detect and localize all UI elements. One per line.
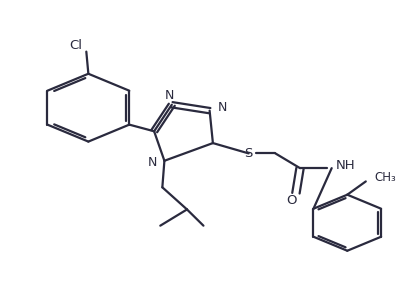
Text: N: N — [148, 156, 157, 169]
Text: N: N — [165, 89, 174, 102]
Text: NH: NH — [336, 159, 356, 172]
Text: N: N — [217, 101, 226, 114]
Text: O: O — [286, 194, 297, 207]
Text: CH₃: CH₃ — [374, 171, 396, 184]
Text: Cl: Cl — [69, 39, 83, 52]
Text: S: S — [245, 147, 253, 160]
